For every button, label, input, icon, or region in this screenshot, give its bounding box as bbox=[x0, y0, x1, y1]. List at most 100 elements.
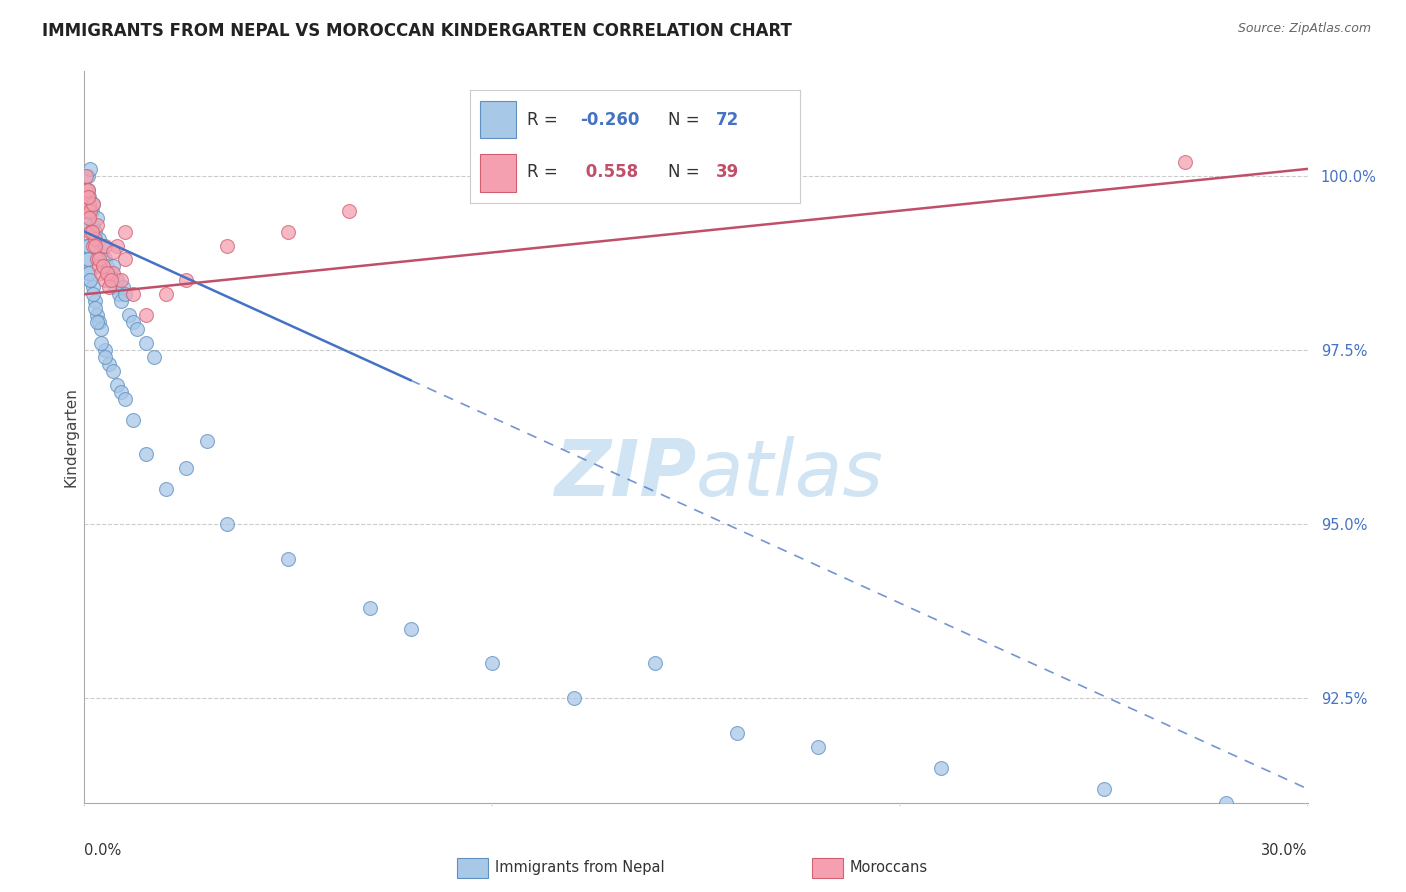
Point bbox=[82, 218, 104, 232]
Point bbox=[77, 211, 100, 225]
Point bbox=[82, 238, 104, 252]
Point bbox=[339, 203, 360, 218]
Point bbox=[644, 657, 666, 671]
Point bbox=[82, 196, 104, 211]
Text: IMMIGRANTS FROM NEPAL VS MOROCCAN KINDERGARTEN CORRELATION CHART: IMMIGRANTS FROM NEPAL VS MOROCCAN KINDER… bbox=[42, 22, 792, 40]
Point bbox=[174, 273, 197, 287]
Text: R =: R = bbox=[527, 112, 564, 129]
Y-axis label: Kindergarten: Kindergarten bbox=[63, 387, 79, 487]
Point bbox=[725, 726, 748, 740]
Point bbox=[86, 252, 108, 267]
Point bbox=[93, 273, 115, 287]
Point bbox=[93, 238, 115, 252]
Point bbox=[93, 350, 115, 364]
Point bbox=[1174, 155, 1197, 169]
Point bbox=[112, 280, 135, 294]
Point bbox=[110, 384, 132, 399]
Point bbox=[75, 203, 97, 218]
Point bbox=[929, 761, 952, 775]
Point bbox=[101, 245, 124, 260]
Point bbox=[82, 287, 104, 301]
Point bbox=[80, 225, 103, 239]
Point bbox=[277, 552, 299, 566]
Point bbox=[79, 203, 101, 218]
Point bbox=[83, 225, 105, 239]
Point bbox=[110, 273, 132, 287]
Point bbox=[83, 231, 105, 245]
Text: 0.558: 0.558 bbox=[581, 163, 638, 181]
Point bbox=[93, 343, 115, 357]
Point bbox=[75, 218, 97, 232]
Point bbox=[86, 308, 108, 322]
Point bbox=[195, 434, 218, 448]
Point bbox=[105, 377, 128, 392]
Point bbox=[96, 266, 118, 280]
Point bbox=[90, 266, 112, 280]
Point bbox=[83, 238, 105, 252]
Point bbox=[87, 231, 110, 245]
Point bbox=[96, 260, 118, 274]
Text: ZIP: ZIP bbox=[554, 435, 696, 512]
Point bbox=[142, 350, 165, 364]
Point bbox=[79, 161, 101, 176]
Point bbox=[76, 183, 98, 197]
Point bbox=[77, 266, 100, 280]
Point bbox=[481, 657, 503, 671]
Point bbox=[91, 238, 114, 252]
Point bbox=[1215, 796, 1237, 810]
Point bbox=[104, 280, 127, 294]
Point bbox=[807, 740, 830, 755]
Point bbox=[87, 315, 110, 329]
Point bbox=[90, 322, 112, 336]
Point bbox=[75, 169, 97, 183]
Point bbox=[82, 196, 104, 211]
Point bbox=[83, 294, 105, 309]
Point bbox=[90, 336, 112, 351]
Point bbox=[122, 315, 145, 329]
Point bbox=[86, 211, 108, 225]
Point bbox=[79, 273, 101, 287]
Point bbox=[86, 315, 108, 329]
Point bbox=[77, 169, 100, 183]
Point bbox=[114, 287, 136, 301]
Point bbox=[76, 238, 98, 252]
Point bbox=[118, 308, 141, 322]
Point bbox=[101, 364, 124, 378]
Point bbox=[114, 225, 136, 239]
Text: 0.0%: 0.0% bbox=[84, 843, 121, 858]
Point bbox=[135, 308, 157, 322]
Text: 39: 39 bbox=[716, 163, 740, 181]
Text: 30.0%: 30.0% bbox=[1261, 843, 1308, 858]
Point bbox=[76, 203, 98, 218]
Point bbox=[122, 287, 145, 301]
Point bbox=[97, 266, 120, 280]
Point bbox=[77, 196, 100, 211]
Point bbox=[217, 238, 239, 252]
Point bbox=[87, 252, 110, 267]
Point bbox=[97, 280, 120, 294]
Point bbox=[359, 600, 381, 615]
Point bbox=[105, 238, 128, 252]
Point bbox=[77, 266, 100, 280]
Point bbox=[217, 517, 239, 532]
Text: Moroccans: Moroccans bbox=[849, 860, 928, 874]
Point bbox=[79, 273, 101, 287]
Point bbox=[87, 260, 110, 274]
Text: Source: ZipAtlas.com: Source: ZipAtlas.com bbox=[1237, 22, 1371, 36]
Point bbox=[101, 260, 124, 274]
Point bbox=[101, 266, 124, 280]
Point bbox=[75, 183, 97, 197]
Point bbox=[155, 287, 177, 301]
Point bbox=[90, 245, 112, 260]
Point bbox=[76, 252, 98, 267]
Text: R =: R = bbox=[527, 163, 564, 181]
Point bbox=[155, 483, 177, 497]
Point bbox=[93, 252, 115, 267]
Point bbox=[79, 225, 101, 239]
Point bbox=[562, 691, 585, 706]
Point bbox=[82, 280, 104, 294]
Point bbox=[114, 252, 136, 267]
Point bbox=[114, 392, 136, 406]
Text: 72: 72 bbox=[716, 112, 740, 129]
Text: atlas: atlas bbox=[696, 435, 884, 512]
